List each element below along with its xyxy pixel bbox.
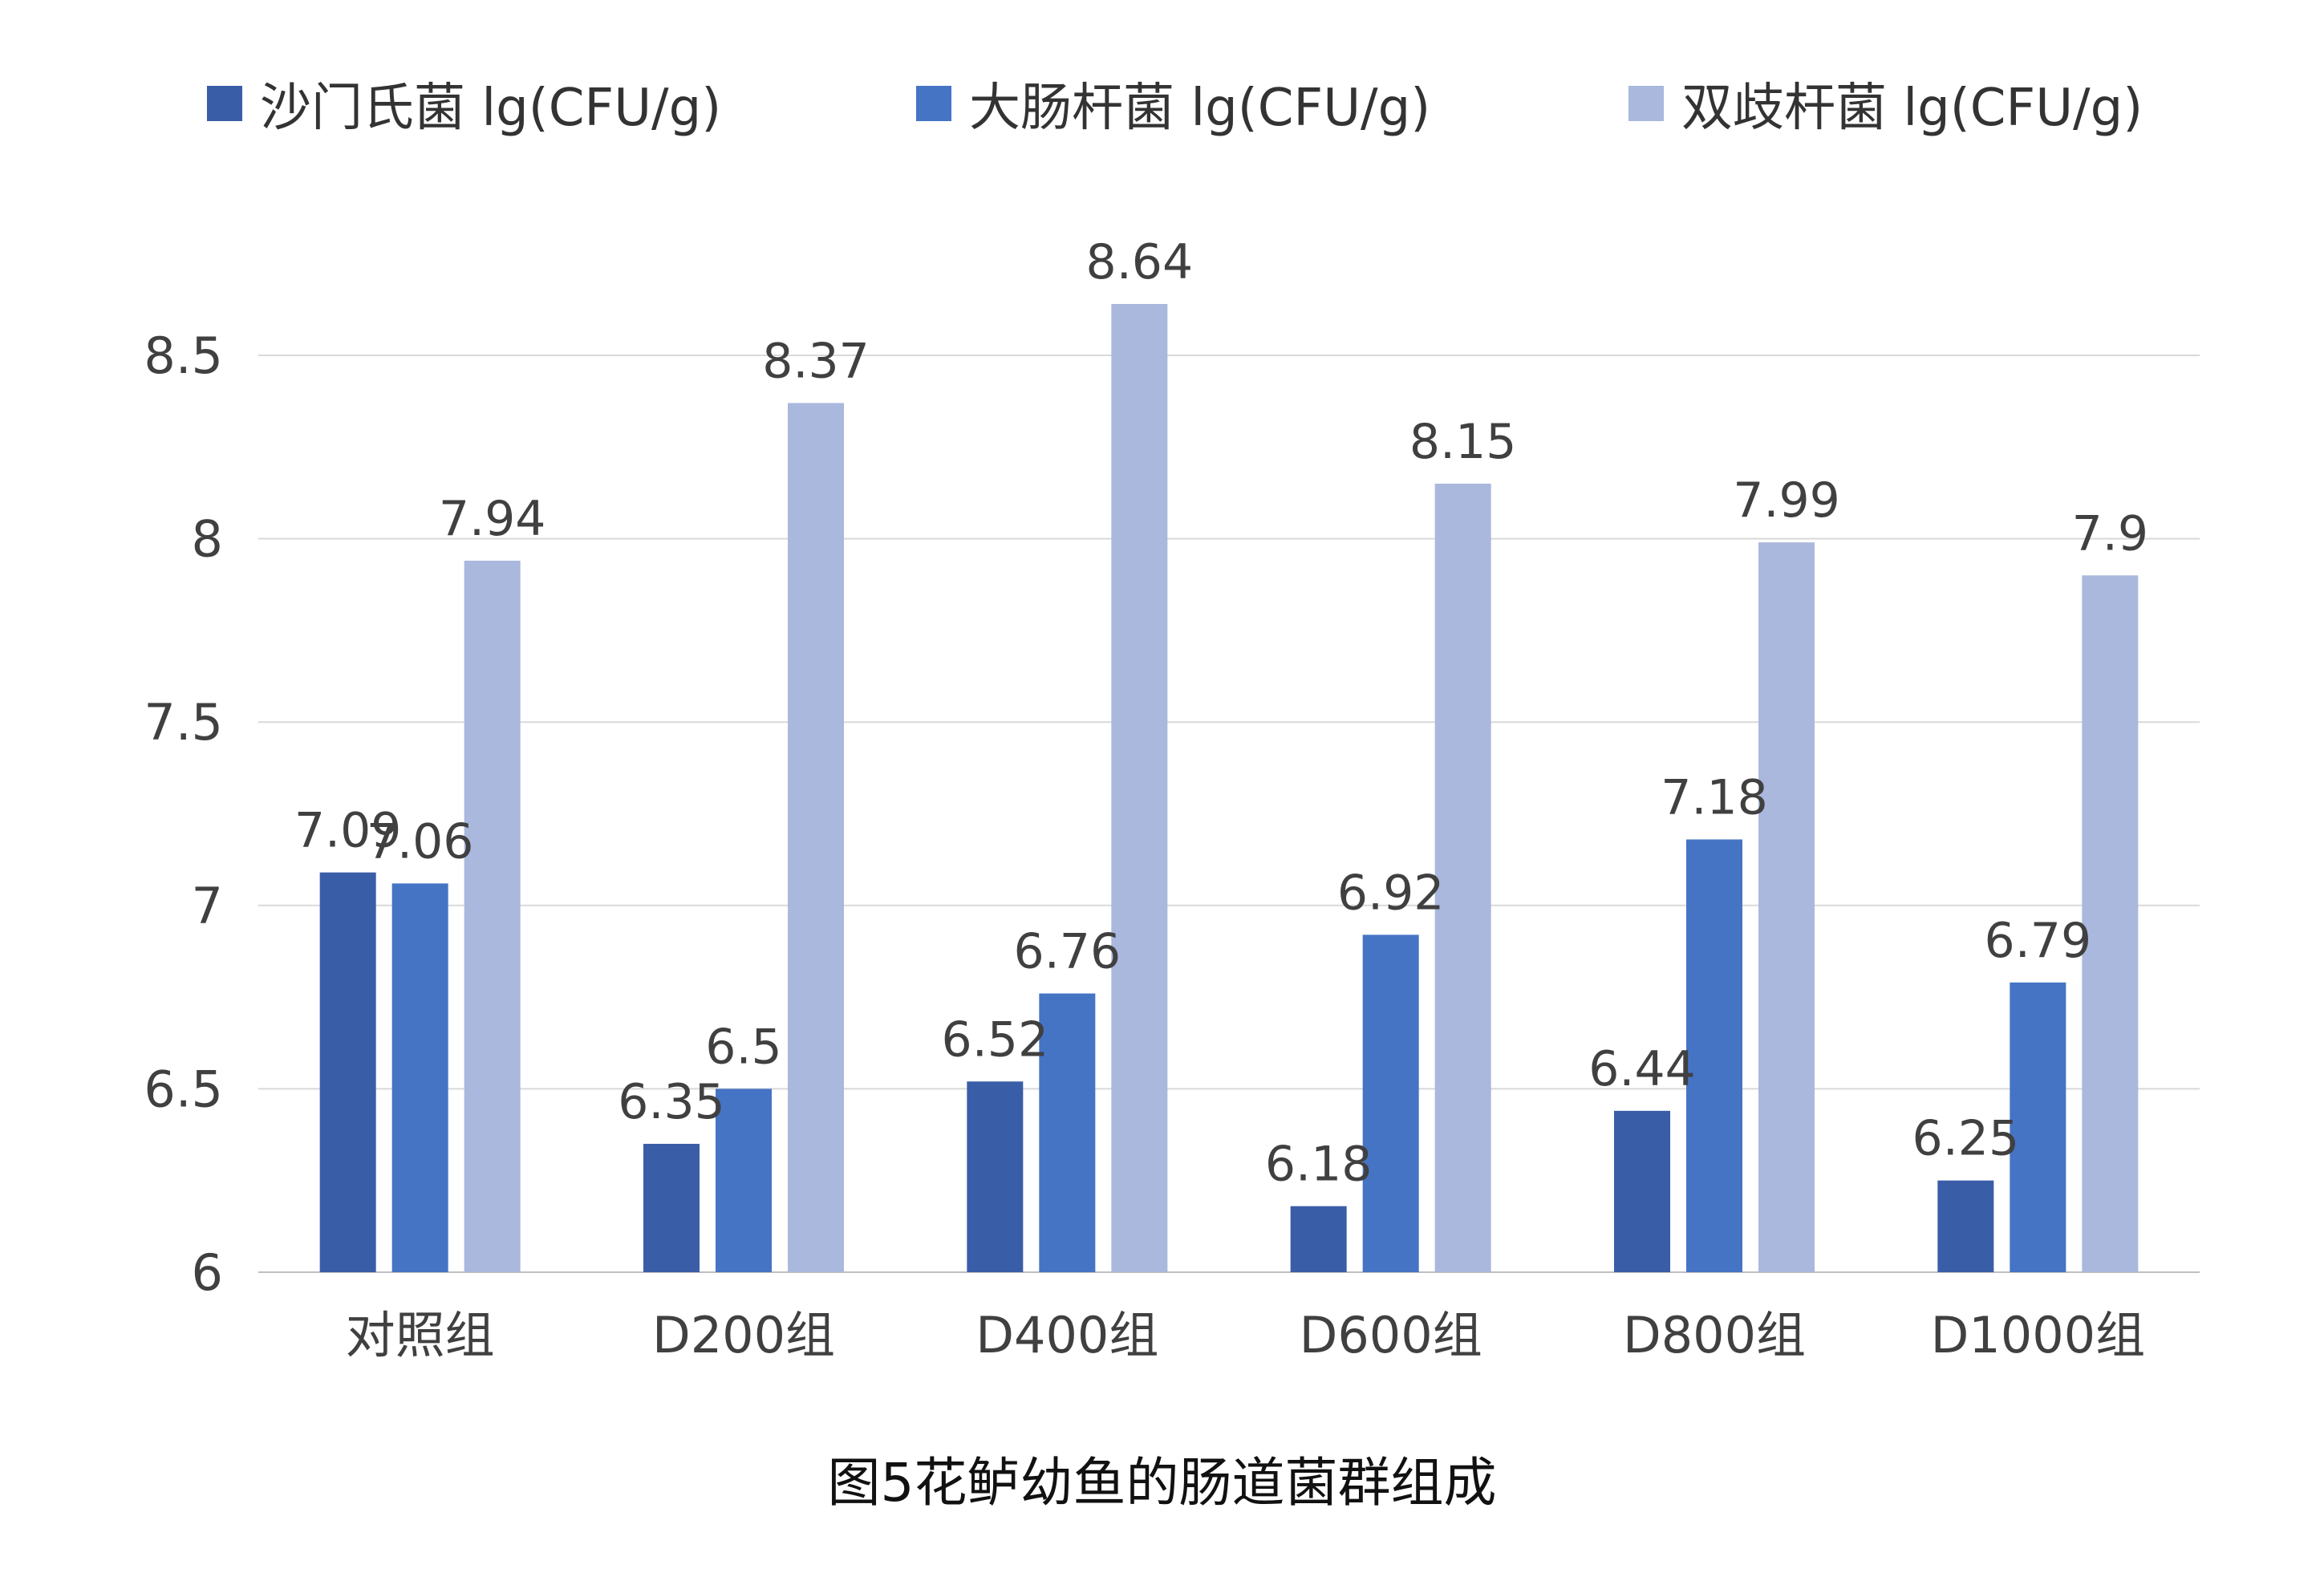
bar-bifidobacterium bbox=[1758, 542, 1815, 1272]
bar-bifidobacterium bbox=[1111, 303, 1168, 1273]
bar-ecoli bbox=[1362, 934, 1419, 1272]
legend: 沙门氏菌 lg(CFU/g) 大肠杆菌 lg(CFU/g) 双歧杆菌 lg(CF… bbox=[0, 67, 2324, 140]
bar-ecoli bbox=[391, 883, 448, 1272]
data-label: 6.35 bbox=[618, 1074, 725, 1130]
legend-swatch-bifidobacterium bbox=[1628, 86, 1664, 121]
data-label: 7.18 bbox=[1661, 770, 1768, 826]
data-label: 6.5 bbox=[705, 1019, 781, 1075]
bar-ecoli bbox=[1039, 993, 1096, 1272]
figure-caption: 图5花鲈幼鱼的肠道菌群组成 bbox=[827, 1452, 1497, 1514]
data-label: 8.15 bbox=[1409, 414, 1517, 470]
data-label: 8.64 bbox=[1086, 234, 1194, 290]
legend-label-salmonella: 沙门氏菌 lg(CFU/g) bbox=[260, 79, 722, 138]
legend-item-bifidobacterium: 双歧杆菌 lg(CFU/g) bbox=[1628, 67, 2143, 140]
y-tick-label: 8 bbox=[192, 510, 223, 569]
bar-salmonella bbox=[643, 1143, 700, 1272]
x-tick-label: D200组 bbox=[652, 1306, 835, 1364]
legend-item-salmonella: 沙门氏菌 lg(CFU/g) bbox=[207, 67, 721, 140]
bar-bifidobacterium bbox=[464, 561, 521, 1272]
bar-salmonella bbox=[319, 872, 376, 1272]
data-label: 7.99 bbox=[1733, 472, 1840, 529]
x-tick-label: D1000组 bbox=[1931, 1306, 2146, 1364]
legend-swatch-salmonella bbox=[207, 86, 242, 121]
data-label: 7.06 bbox=[367, 813, 474, 870]
data-label: 6.44 bbox=[1588, 1041, 1696, 1097]
y-tick-label: 7 bbox=[192, 877, 223, 935]
y-tick-label: 7.5 bbox=[144, 693, 223, 752]
data-label: 6.18 bbox=[1265, 1137, 1373, 1193]
bar-ecoli bbox=[716, 1088, 772, 1272]
legend-item-ecoli: 大肠杆菌 lg(CFU/g) bbox=[916, 67, 1430, 140]
data-label: 7.09 bbox=[294, 803, 402, 859]
legend-label-ecoli: 大肠杆菌 lg(CFU/g) bbox=[969, 79, 1431, 138]
bar-bifidobacterium bbox=[2082, 575, 2139, 1272]
legend-label-bifidobacterium: 双歧杆菌 lg(CFU/g) bbox=[1681, 79, 2144, 138]
data-label: 7.9 bbox=[2072, 505, 2148, 561]
data-label: 6.76 bbox=[1014, 924, 1121, 980]
bar-salmonella bbox=[1937, 1180, 1994, 1272]
bar-salmonella bbox=[1614, 1110, 1670, 1272]
legend-swatch-ecoli bbox=[916, 86, 951, 121]
bar-bifidobacterium bbox=[788, 403, 844, 1272]
bar-ecoli bbox=[1686, 839, 1742, 1272]
bar-bifidobacterium bbox=[1434, 484, 1491, 1272]
bar-salmonella bbox=[1290, 1206, 1347, 1272]
data-label: 7.94 bbox=[439, 491, 546, 547]
x-tick-label: D400组 bbox=[975, 1306, 1158, 1364]
data-label: 6.92 bbox=[1337, 865, 1445, 921]
bar-ecoli bbox=[2010, 982, 2066, 1272]
x-tick-label: D800组 bbox=[1623, 1306, 1806, 1364]
bar-salmonella bbox=[967, 1081, 1024, 1272]
data-label: 8.37 bbox=[762, 333, 870, 389]
data-label: 6.79 bbox=[1985, 913, 2092, 969]
y-tick-label: 6 bbox=[192, 1243, 223, 1302]
x-tick-label: D600组 bbox=[1300, 1306, 1482, 1364]
data-label: 6.25 bbox=[1912, 1111, 2020, 1167]
y-tick-label: 8.5 bbox=[144, 326, 223, 385]
data-label: 6.52 bbox=[942, 1011, 1049, 1068]
y-tick-label: 6.5 bbox=[144, 1060, 223, 1118]
x-tick-label: 对照组 bbox=[346, 1306, 495, 1364]
